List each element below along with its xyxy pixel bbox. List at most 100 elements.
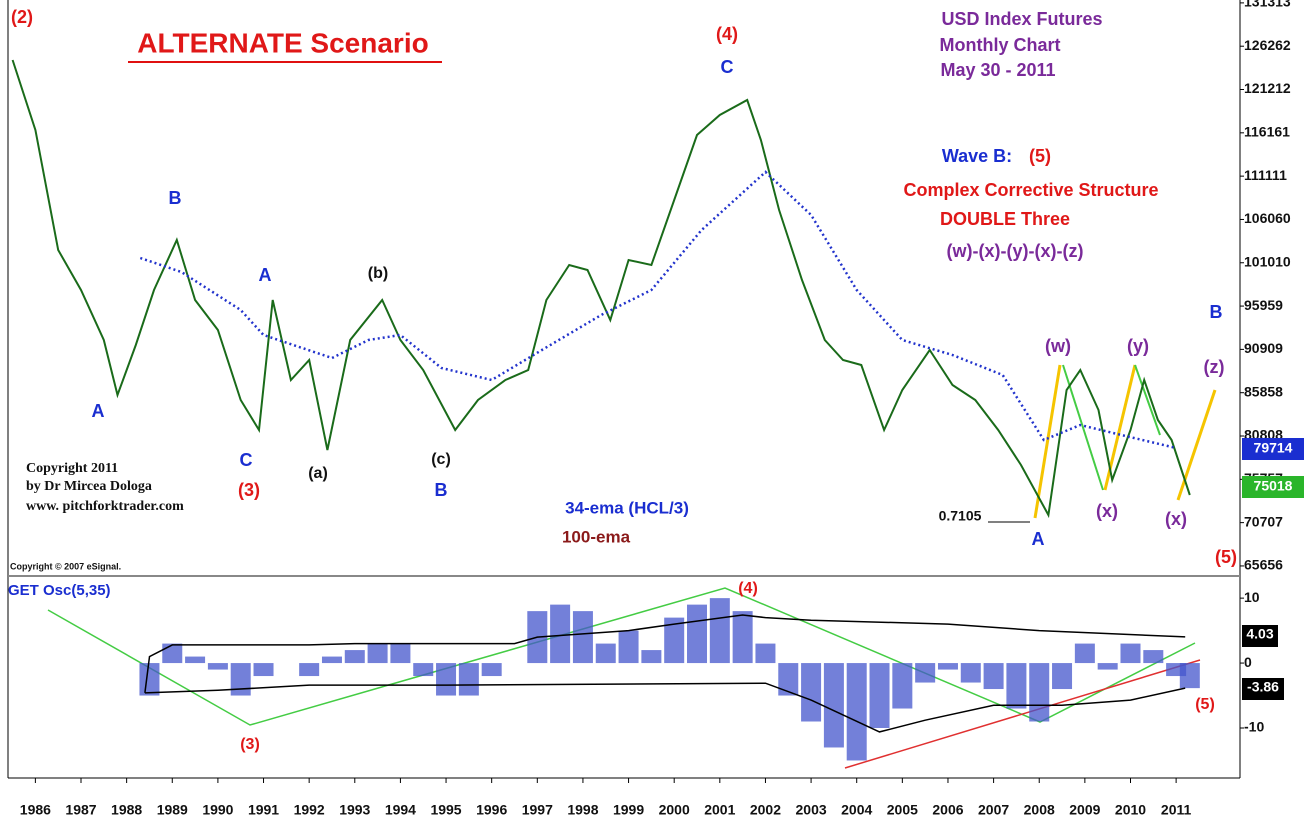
value-badge bbox=[1242, 438, 1304, 460]
y-tick-label: 131313 bbox=[1244, 0, 1291, 10]
osc-bar bbox=[458, 663, 479, 696]
osc-bar bbox=[618, 630, 639, 664]
osc-bar bbox=[709, 598, 730, 664]
osc-bar bbox=[162, 643, 183, 664]
x-tick-label: 1991 bbox=[248, 802, 279, 818]
osc-bar bbox=[139, 663, 160, 696]
osc-bar bbox=[846, 663, 867, 761]
osc-bar bbox=[572, 611, 593, 664]
annotation: www. pitchforktrader.com bbox=[26, 499, 184, 514]
annotation: USD Index Futures bbox=[941, 9, 1102, 29]
annotation: (x) bbox=[1165, 509, 1187, 529]
osc-bar bbox=[481, 663, 502, 677]
annotation: Monthly Chart bbox=[940, 35, 1061, 55]
annotation: -3.86 bbox=[1247, 679, 1279, 695]
annotation: Copyright 2011 bbox=[26, 461, 118, 476]
osc-bar bbox=[253, 663, 274, 677]
osc-bar bbox=[1179, 663, 1200, 689]
annotation: ALTERNATE Scenario bbox=[137, 27, 428, 58]
annotation: B bbox=[435, 480, 448, 500]
annotation: (w) bbox=[1045, 336, 1071, 356]
annotation: (4) bbox=[716, 24, 738, 44]
osc-bar bbox=[983, 663, 1004, 690]
x-tick-label: 2001 bbox=[704, 802, 735, 818]
annotation: 75018 bbox=[1254, 478, 1293, 494]
annotation: by Dr Mircea Dologa bbox=[26, 479, 152, 494]
osc-bar bbox=[801, 663, 822, 722]
annotation: (5) bbox=[1195, 696, 1215, 713]
osc-trendline bbox=[844, 659, 1201, 769]
x-tick-label: 2009 bbox=[1069, 802, 1100, 818]
x-tick-label: 1993 bbox=[339, 802, 370, 818]
y-tick-label: 111111 bbox=[1244, 167, 1287, 183]
x-tick-label: 2007 bbox=[978, 802, 1009, 818]
x-tick-label: 1992 bbox=[294, 802, 325, 818]
osc-bar bbox=[1120, 643, 1141, 664]
osc-bar bbox=[869, 663, 890, 728]
y-tick-label: 70707 bbox=[1244, 513, 1283, 529]
annotation: A bbox=[92, 401, 105, 421]
annotation: Wave B: bbox=[942, 146, 1012, 166]
annotation: (4) bbox=[738, 580, 758, 597]
x-tick-label: 1989 bbox=[157, 802, 188, 818]
osc-bar bbox=[1074, 643, 1095, 664]
osc-bar bbox=[664, 617, 685, 664]
osc-bar bbox=[230, 663, 251, 696]
osc-bar bbox=[687, 604, 708, 664]
annotation: 4.03 bbox=[1246, 626, 1273, 642]
y-tick-label: 10 bbox=[1244, 589, 1260, 605]
x-tick-label: 1988 bbox=[111, 802, 142, 818]
osc-bar bbox=[367, 643, 388, 664]
osc-bar bbox=[1097, 663, 1118, 670]
x-tick-label: 1997 bbox=[522, 802, 553, 818]
annotation: 34-ema (HCL/3) bbox=[565, 498, 689, 517]
y-tick-label: 116161 bbox=[1244, 124, 1290, 140]
x-tick-label: 2011 bbox=[1161, 802, 1192, 818]
annotation: Copyright © 2007 eSignal. bbox=[10, 561, 121, 571]
x-tick-label: 2002 bbox=[750, 802, 781, 818]
annotation: DOUBLE Three bbox=[940, 209, 1070, 229]
osc-bar bbox=[595, 643, 616, 664]
annotation: C bbox=[240, 450, 253, 470]
value-badge bbox=[1242, 476, 1304, 498]
osc-bar bbox=[892, 663, 913, 709]
x-tick-label: 1990 bbox=[202, 802, 233, 818]
osc-bar bbox=[960, 663, 981, 683]
x-tick-label: 2008 bbox=[1024, 802, 1055, 818]
y-tick-label: 0 bbox=[1244, 654, 1252, 670]
annotation: (5) bbox=[1029, 146, 1051, 166]
x-tick-label: 1999 bbox=[613, 802, 644, 818]
y-tick-label: -10 bbox=[1244, 719, 1264, 735]
x-tick-label: 2005 bbox=[887, 802, 918, 818]
annotation: A bbox=[259, 265, 272, 285]
y-tick-label: 121212 bbox=[1244, 80, 1291, 96]
ema-line bbox=[139, 170, 1177, 450]
osc-bar bbox=[937, 663, 958, 670]
annotation: GET Osc(5,35) bbox=[8, 582, 111, 599]
y-tick-label: 126262 bbox=[1244, 37, 1291, 53]
osc-bar bbox=[413, 663, 434, 677]
osc-bar bbox=[732, 611, 753, 664]
osc-bar bbox=[778, 663, 799, 696]
y-tick-label: 65656 bbox=[1244, 557, 1283, 573]
x-tick-label: 2004 bbox=[841, 802, 872, 818]
annotation: (5) bbox=[1215, 547, 1237, 567]
value-badge bbox=[1242, 625, 1278, 647]
osc-bar bbox=[207, 663, 228, 670]
annotation: (a) bbox=[308, 465, 328, 482]
annotation: (z) bbox=[1204, 357, 1225, 377]
osc-bar bbox=[823, 663, 844, 748]
x-tick-label: 1996 bbox=[476, 802, 507, 818]
annotation: May 30 - 2011 bbox=[940, 60, 1055, 80]
annotation: B bbox=[169, 188, 182, 208]
annotation: C bbox=[721, 57, 734, 77]
annotation: (y) bbox=[1127, 336, 1149, 356]
annotation: Complex Corrective Structure bbox=[903, 180, 1158, 200]
annotation: A bbox=[1032, 529, 1045, 549]
osc-bar bbox=[185, 656, 206, 664]
osc-trendline bbox=[47, 587, 1196, 726]
osc-band bbox=[144, 614, 1186, 693]
